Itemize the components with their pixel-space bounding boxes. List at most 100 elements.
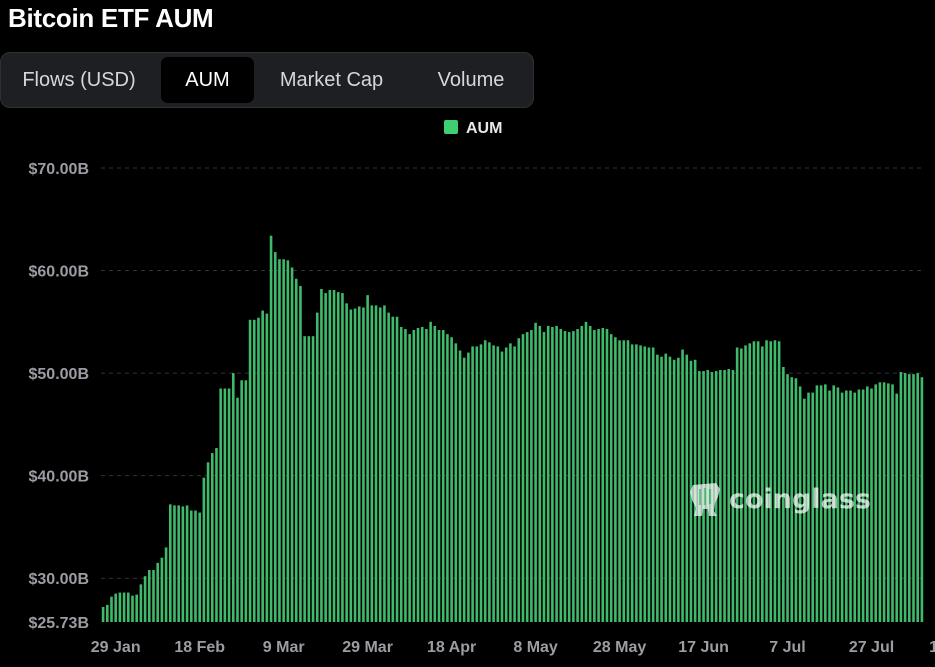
aum-bar[interactable] [588,325,592,622]
aum-bar[interactable] [756,341,760,622]
aum-bar[interactable] [895,393,898,622]
aum-bar[interactable] [807,392,810,622]
aum-bar[interactable] [458,350,462,622]
tab-market-cap[interactable]: Market Cap [279,69,384,91]
aum-bar[interactable] [378,307,382,622]
aum-bar[interactable] [773,340,777,622]
aum-bar[interactable] [530,330,533,622]
aum-bar[interactable] [303,336,306,622]
aum-bar[interactable] [912,374,915,622]
aum-bar[interactable] [887,383,890,622]
aum-bar[interactable] [231,373,235,622]
aum-bar[interactable] [202,477,206,622]
aum-bar[interactable] [429,321,432,622]
aum-bar[interactable] [181,506,185,622]
aum-bar[interactable] [668,356,672,622]
aum-bar[interactable] [803,398,806,622]
aum-bar[interactable] [114,593,117,622]
aum-bar[interactable] [152,570,155,622]
aum-bar[interactable] [240,380,243,622]
aum-bar[interactable] [815,385,819,622]
aum-bar[interactable] [525,332,529,622]
aum-bar[interactable] [832,385,836,622]
aum-bar[interactable] [748,343,752,622]
aum-bar[interactable] [849,390,852,622]
aum-bar[interactable] [794,378,798,622]
aum-bar[interactable] [908,374,911,622]
aum-bar[interactable] [324,293,327,622]
aum-bar[interactable] [916,373,919,622]
aum-bar[interactable] [752,341,756,622]
aum-bar[interactable] [173,505,176,622]
aum-bar[interactable] [870,388,873,622]
aum-bar[interactable] [311,336,315,622]
aum-bar[interactable] [416,327,420,622]
aum-bar[interactable] [210,453,214,622]
aum-bar[interactable] [580,325,584,622]
aum-bar[interactable] [639,345,642,622]
aum-bar[interactable] [551,326,554,622]
aum-bar[interactable] [731,370,735,622]
aum-bar[interactable] [836,387,840,622]
aum-bar[interactable] [278,259,281,622]
aum-bar[interactable] [605,329,609,622]
aum-bar[interactable] [559,329,563,622]
aum-bar[interactable] [866,386,869,622]
aum-bar[interactable] [513,346,516,622]
aum-bar[interactable] [555,325,558,622]
aum-bar[interactable] [765,340,768,622]
aum-bar[interactable] [425,329,428,622]
aum-bar[interactable] [504,347,508,622]
aum-bar[interactable] [488,342,491,622]
aum-bar[interactable] [336,292,340,622]
aum-bar[interactable] [433,325,437,622]
aum-bar[interactable] [857,389,861,622]
aum-bar[interactable] [374,305,378,622]
aum-bar[interactable] [496,346,500,622]
aum-bar[interactable] [483,340,487,622]
aum-bar[interactable] [538,325,542,622]
tab-aum[interactable]: AUM [161,57,254,103]
aum-bar[interactable] [273,252,277,622]
aum-bar[interactable] [630,344,634,622]
aum-bar[interactable] [139,584,143,622]
aum-bar[interactable] [651,347,655,622]
aum-bar[interactable] [118,592,122,622]
aum-bar[interactable] [450,337,453,622]
aum-bar[interactable] [622,340,626,622]
aum-bar[interactable] [353,308,357,623]
aum-bar[interactable] [383,305,386,622]
aum-bar[interactable] [269,235,273,622]
aum-bar[interactable] [614,337,617,622]
aum-bar[interactable] [664,353,668,622]
aum-bar[interactable] [874,384,878,622]
aum-bar[interactable] [357,306,361,622]
aum-bar[interactable] [387,312,390,622]
aum-bar[interactable] [215,447,218,622]
aum-bar[interactable] [597,329,600,622]
aum-bar[interactable] [227,388,231,622]
aum-bar[interactable] [740,348,743,622]
aum-bar[interactable] [660,356,663,622]
aum-bar[interactable] [320,289,323,622]
aum-bar[interactable] [609,334,613,622]
aum-bar[interactable] [479,344,483,622]
aum-bar[interactable] [420,326,424,622]
aum-bar[interactable] [542,332,546,622]
aum-bar[interactable] [282,259,285,622]
aum-bar[interactable] [572,331,575,622]
aum-bar[interactable] [126,592,130,622]
aum-bar[interactable] [845,390,848,622]
aum-bar[interactable] [412,330,416,622]
aum-bar[interactable] [769,341,773,622]
aum-bar[interactable] [861,389,865,622]
aum-bar[interactable] [782,366,785,622]
aum-bar[interactable] [576,329,579,622]
aum-bar[interactable] [185,505,189,622]
aum-bar[interactable] [790,377,794,622]
aum-bar[interactable] [315,312,319,622]
aum-bar[interactable] [840,392,844,622]
aum-bar[interactable] [177,505,180,622]
aum-bar[interactable] [156,562,159,622]
aum-bar[interactable] [626,340,630,622]
